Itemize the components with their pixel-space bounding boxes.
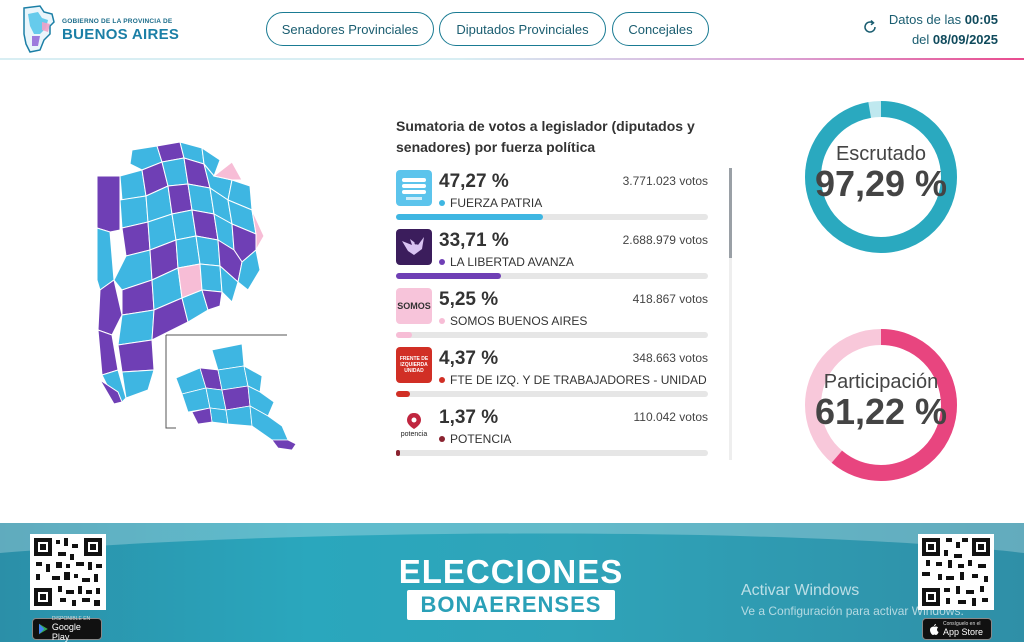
potencia-logo-icon: potencia <box>396 406 432 442</box>
app-store-qr-code[interactable] <box>918 534 994 610</box>
party-name-text: POTENCIA <box>450 432 512 446</box>
party-name-text: FUERZA PATRIA <box>450 196 543 210</box>
party-share-bar <box>396 332 708 338</box>
nav-diputados-provinciales[interactable]: Diputados Provinciales <box>439 12 606 46</box>
windows-activation-subtitle: Ve a Configuración para activar Windows. <box>741 604 964 618</box>
party-row-somos-buenos-aires[interactable]: SOMOS 5,25 % 418.867 votos SOMOS BUENOS … <box>396 286 710 345</box>
party-color-dot <box>439 376 445 383</box>
party-percentage: 47,27 % <box>439 171 509 192</box>
escrutado-label: Escrutado <box>835 143 927 165</box>
somos-logo-icon: SOMOS <box>396 288 432 324</box>
escrutado-value: 97,29 % <box>814 163 948 204</box>
province-results-map[interactable] <box>92 140 302 450</box>
party-results-list[interactable]: 47,27 % 3.771.023 votos FUERZA PATRIA 33… <box>396 168 710 460</box>
party-votes: 3.771.023 votos <box>622 174 708 188</box>
escrutado-gauge: Escrutado 97,29 % <box>803 99 959 255</box>
party-color-dot <box>439 258 445 265</box>
inset-frame <box>165 335 176 429</box>
google-play-badge[interactable]: DISPONIBLE EN Google Play <box>32 616 102 642</box>
google-play-small: DISPONIBLE EN <box>51 616 91 622</box>
refresh-icon[interactable] <box>862 19 878 35</box>
logo-subtitle: GOBIERNO DE LA PROVINCIA DE <box>62 18 173 25</box>
apple-icon <box>930 624 939 635</box>
party-share-bar <box>396 391 708 397</box>
update-prefix: Datos de las <box>888 12 962 27</box>
party-percentage: 4,37 % <box>439 348 499 369</box>
party-row-fit-unidad[interactable]: FRENTE DE IZQUIERDA UNIDAD 4,37 % 348.66… <box>396 345 710 404</box>
party-name: FTE DE IZQ. Y DE TRABAJADORES - UNIDAD <box>439 373 707 387</box>
google-play-qr-code[interactable] <box>30 534 106 610</box>
province-map-logo-icon <box>23 5 55 53</box>
province-logo[interactable]: GOBIERNO DE LA PROVINCIA DE BUENOS AIRES <box>20 4 180 54</box>
footer-banner <box>0 523 1024 642</box>
party-color-dot <box>439 435 445 442</box>
nav-concejales[interactable]: Concejales <box>612 12 709 46</box>
app-store-label: App Store <box>943 627 984 637</box>
party-votes: 418.867 votos <box>632 292 708 306</box>
party-name-text: SOMOS BUENOS AIRES <box>450 314 588 328</box>
participacion-label: Participación <box>823 371 939 393</box>
fit-unidad-logo-icon: FRENTE DE IZQUIERDA UNIDAD <box>396 347 432 383</box>
party-share-fill <box>396 273 502 279</box>
update-time: 00:05 <box>964 12 998 27</box>
logo-title: BUENOS AIRES <box>62 26 180 43</box>
party-share-bar <box>396 214 708 220</box>
party-name-text: LA LIBERTAD AVANZA <box>450 255 574 269</box>
header-divider <box>0 58 1024 60</box>
party-votes: 348.663 votos <box>632 351 708 365</box>
somos-logo-text: SOMOS <box>397 301 431 311</box>
update-timestamp: Datos de las 00:05 del 08/09/2025 <box>880 10 998 50</box>
party-color-dot <box>439 199 445 206</box>
potencia-logo-text: potencia <box>400 430 428 438</box>
party-name-text: FTE DE IZQ. Y DE TRABAJADORES - UNIDAD <box>450 373 707 387</box>
party-votes: 2.688.979 votos <box>622 233 708 247</box>
party-share-bar <box>396 450 708 456</box>
windows-activation-title: Activar Windows <box>741 582 860 599</box>
party-share-fill <box>396 214 544 220</box>
google-play-icon <box>39 623 48 635</box>
escrutado-text-clip: Escrutado 97,29 % <box>803 99 959 255</box>
party-name: LA LIBERTAD AVANZA <box>439 255 574 269</box>
party-percentage: 33,71 % <box>439 230 509 251</box>
header: GOBIERNO DE LA PROVINCIA DE BUENOS AIRES… <box>0 0 1024 60</box>
fit-logo-text: FRENTE DE IZQUIERDA UNIDAD <box>399 356 429 374</box>
party-color-dot <box>439 317 445 324</box>
party-row-fuerza-patria[interactable]: 47,27 % 3.771.023 votos FUERZA PATRIA <box>396 168 710 227</box>
elecciones-title: ELECCIONES <box>398 553 624 590</box>
update-date: 08/09/2025 <box>932 32 998 47</box>
update-date-prefix: del <box>911 32 930 47</box>
participacion-ring <box>805 329 957 481</box>
party-share-fill <box>396 450 401 456</box>
party-percentage: 1,37 % <box>439 407 499 428</box>
google-play-label: Google Play <box>51 622 81 642</box>
la-libertad-avanza-logo-icon <box>396 229 432 265</box>
map-districts <box>96 141 265 405</box>
party-name: FUERZA PATRIA <box>439 196 542 210</box>
results-title: Sumatoria de votos a legislador (diputad… <box>396 118 695 155</box>
app-store-badge[interactable]: Consíguelo en el App Store <box>922 618 992 640</box>
participacion-value: 61,22 % <box>814 391 948 432</box>
party-share-fill <box>396 391 410 397</box>
party-share-bar <box>396 273 708 279</box>
party-row-potencia[interactable]: potencia 1,37 % 110.042 votos POTENCIA <box>396 404 710 460</box>
party-votes: 110.042 votos <box>633 410 708 424</box>
bonaerenses-title: BONAERENSES <box>407 590 615 620</box>
party-share-fill <box>396 332 413 338</box>
results-scrollbar-thumb[interactable] <box>729 168 732 258</box>
fuerza-patria-logo-icon <box>396 170 432 206</box>
app-store-small: Consíguelo en el <box>943 621 981 627</box>
footer-top-curve <box>0 523 1024 553</box>
party-name: SOMOS BUENOS AIRES <box>439 314 587 328</box>
party-name: POTENCIA <box>439 432 511 446</box>
participacion-gauge: Participación 61,22 % <box>803 327 959 483</box>
gba-inset <box>175 343 297 450</box>
escrutado-ring <box>805 101 957 253</box>
results-scrollbar-track[interactable] <box>729 168 732 460</box>
nav-senadores-provinciales[interactable]: Senadores Provinciales <box>266 12 434 46</box>
party-row-la-libertad-avanza[interactable]: 33,71 % 2.688.979 votos LA LIBERTAD AVAN… <box>396 227 710 286</box>
participacion-text-clip: Participación 61,22 % <box>803 327 959 483</box>
party-percentage: 5,25 % <box>439 289 499 310</box>
